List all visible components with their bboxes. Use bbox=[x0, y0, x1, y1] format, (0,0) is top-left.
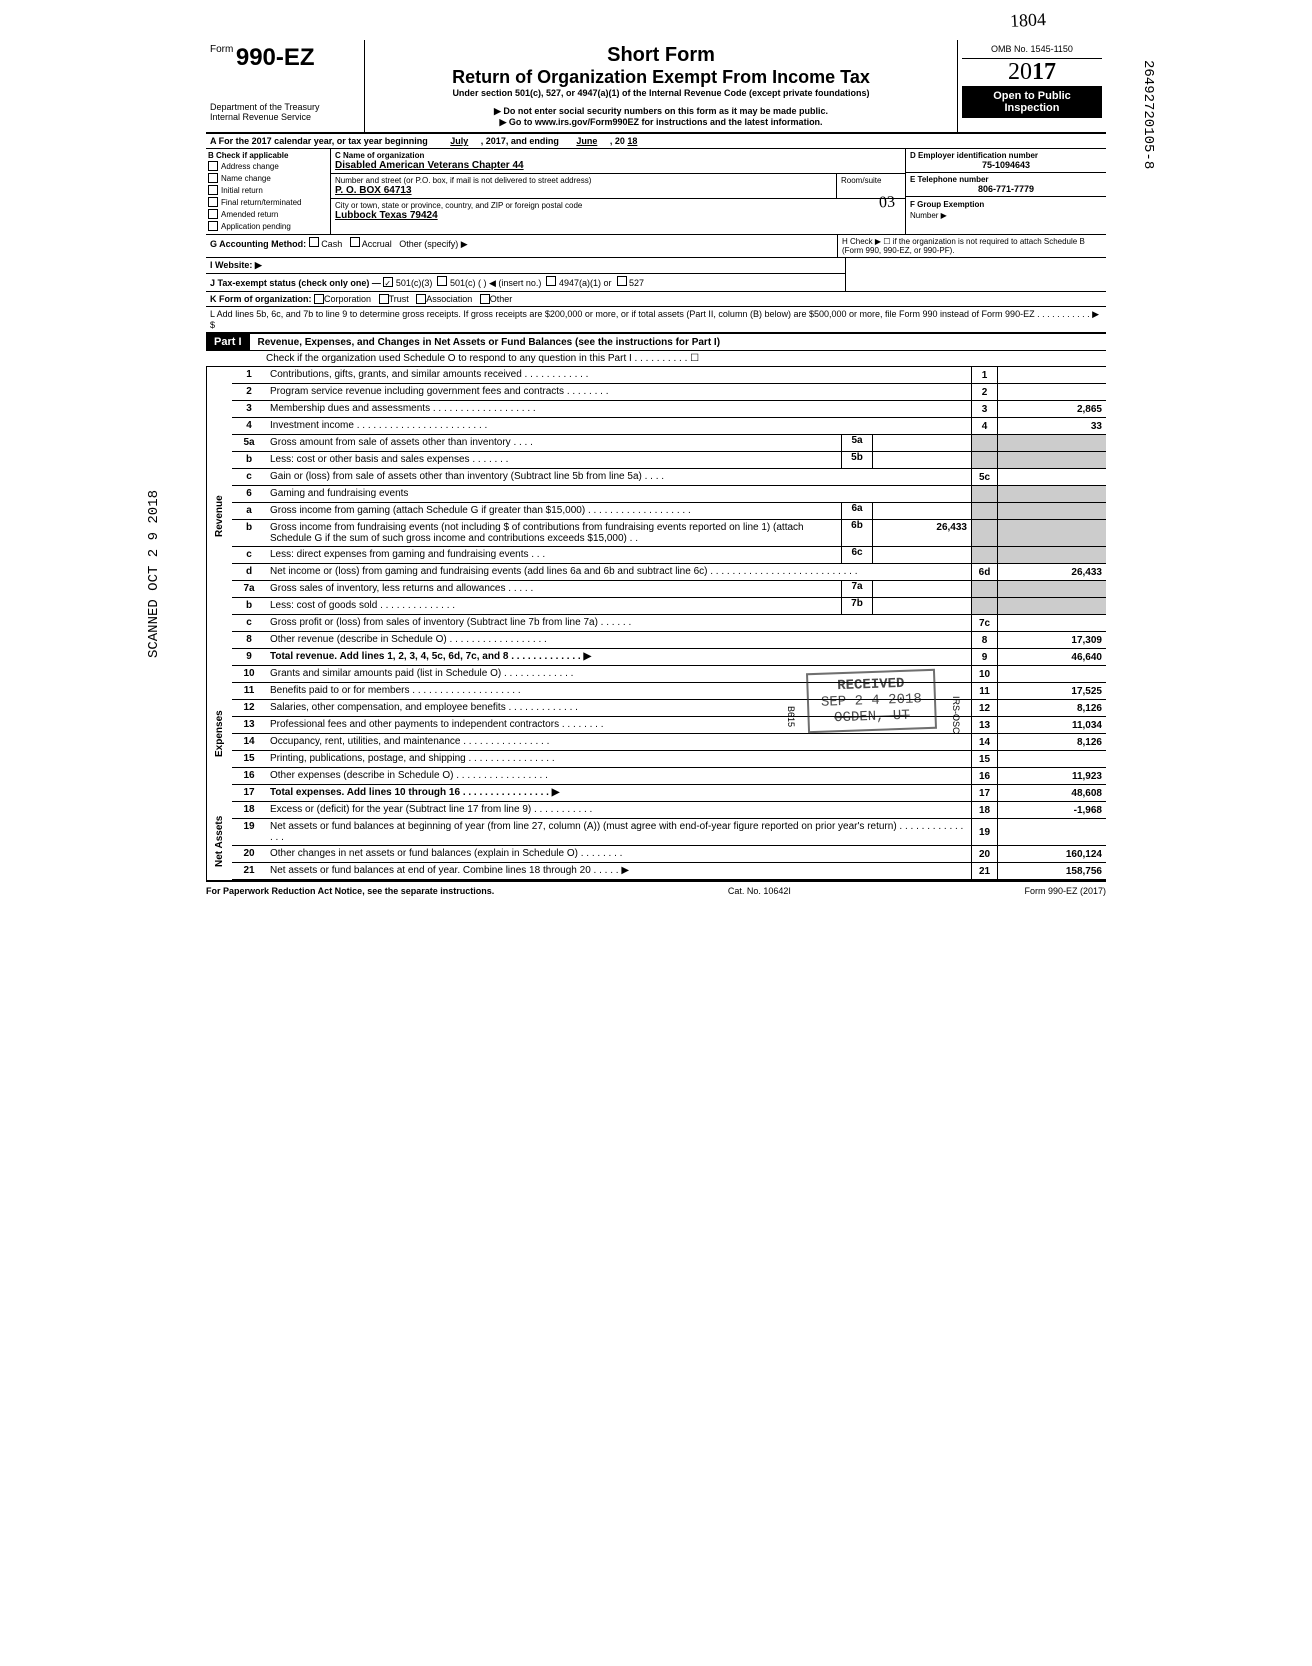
line-14: 14Occupancy, rent, utilities, and mainte… bbox=[232, 734, 1106, 751]
checkbox-pending[interactable] bbox=[208, 221, 218, 231]
return-title: Return of Organization Exempt From Incom… bbox=[373, 67, 949, 88]
form-number: 990-EZ bbox=[236, 44, 315, 71]
row-j: J Tax-exempt status (check only one) — 5… bbox=[206, 274, 1106, 292]
section-b-checkboxes: B Check if applicable Address change Nam… bbox=[206, 149, 331, 234]
checkbox-other-org[interactable] bbox=[480, 294, 490, 304]
footer: For Paperwork Reduction Act Notice, see … bbox=[206, 882, 1106, 900]
line-2: 2Program service revenue including gover… bbox=[232, 384, 1106, 401]
checkbox-corp[interactable] bbox=[314, 294, 324, 304]
subtitle: Under section 501(c), 527, or 4947(a)(1)… bbox=[373, 88, 949, 98]
row-h: H Check ▶ ☐ if the organization is not r… bbox=[837, 235, 1106, 257]
dept-treasury: Department of the Treasury bbox=[210, 102, 360, 112]
line-18: 18Excess or (deficit) for the year (Subt… bbox=[232, 802, 1106, 819]
row-gh: G Accounting Method: Cash Accrual Other … bbox=[206, 235, 1106, 258]
checkbox-cash[interactable] bbox=[309, 237, 319, 247]
part-1-header: Part I Revenue, Expenses, and Changes in… bbox=[206, 333, 1106, 351]
open-to-public: Open to Public Inspection bbox=[962, 86, 1102, 118]
revenue-section: Revenue 1Contributions, gifts, grants, a… bbox=[206, 367, 1106, 666]
checkbox-initial-return[interactable] bbox=[208, 185, 218, 195]
irs-label: Internal Revenue Service bbox=[210, 112, 360, 122]
checkbox-501c3[interactable] bbox=[383, 277, 393, 287]
line-3: 3Membership dues and assessments . . . .… bbox=[232, 401, 1106, 418]
org-city: Lubbock Texas 79424 bbox=[335, 210, 901, 221]
line-c: cGain or (loss) from sale of assets othe… bbox=[232, 469, 1106, 486]
line-1: 1Contributions, gifts, grants, and simil… bbox=[232, 367, 1106, 384]
footer-left: For Paperwork Reduction Act Notice, see … bbox=[206, 886, 494, 896]
side-label-netassets: Net Assets bbox=[206, 802, 232, 880]
checkbox-address-change[interactable] bbox=[208, 161, 218, 171]
checkbox-accrual[interactable] bbox=[350, 237, 360, 247]
side-label-revenue: Revenue bbox=[206, 367, 232, 666]
checkbox-final-return[interactable] bbox=[208, 197, 218, 207]
checkbox-4947[interactable] bbox=[546, 276, 556, 286]
checkbox-name-change[interactable] bbox=[208, 173, 218, 183]
line-d: dNet income or (loss) from gaming and fu… bbox=[232, 564, 1106, 581]
line-16: 16Other expenses (describe in Schedule O… bbox=[232, 768, 1106, 785]
org-street: P. O. BOX 64713 bbox=[335, 185, 832, 196]
stamp-03: 03 bbox=[879, 194, 896, 213]
netassets-section: Net Assets 18Excess or (deficit) for the… bbox=[206, 802, 1106, 882]
line-b: bLess: cost or other basis and sales exp… bbox=[232, 452, 1106, 469]
side-label-expenses: Expenses bbox=[206, 666, 232, 802]
line-8: 8Other revenue (describe in Schedule O) … bbox=[232, 632, 1106, 649]
checkbox-amended[interactable] bbox=[208, 209, 218, 219]
part-1-check: Check if the organization used Schedule … bbox=[206, 351, 1106, 367]
footer-right: Form 990-EZ (2017) bbox=[1024, 886, 1106, 896]
tax-year: 2017 bbox=[962, 59, 1102, 86]
footer-center: Cat. No. 10642I bbox=[728, 886, 791, 896]
form-prefix: Form bbox=[210, 44, 233, 55]
line-b: bGross income from fundraising events (n… bbox=[232, 520, 1106, 547]
line-12: 12Salaries, other compensation, and empl… bbox=[232, 700, 1106, 717]
line-9: 9Total revenue. Add lines 1, 2, 3, 4, 5c… bbox=[232, 649, 1106, 666]
telephone: 806-771-7779 bbox=[910, 184, 1102, 194]
line-19: 19Net assets or fund balances at beginni… bbox=[232, 819, 1106, 846]
scanned-stamp: SCANNED OCT 2 9 2018 bbox=[146, 490, 162, 658]
line-b: bLess: cost of goods sold . . . . . . . … bbox=[232, 598, 1106, 615]
section-bcdef: B Check if applicable Address change Nam… bbox=[206, 149, 1106, 235]
checkbox-501c[interactable] bbox=[437, 276, 447, 286]
line-11: 11Benefits paid to or for members . . . … bbox=[232, 683, 1106, 700]
line-6: 6Gaming and fundraising events bbox=[232, 486, 1106, 503]
form-990ez: 1804 SCANNED OCT 2 9 2018 26492720105-8 … bbox=[206, 40, 1106, 900]
checkbox-527[interactable] bbox=[617, 276, 627, 286]
line-17: 17Total expenses. Add lines 10 through 1… bbox=[232, 785, 1106, 802]
row-l: L Add lines 5b, 6c, and 7b to line 9 to … bbox=[206, 307, 1106, 333]
stamp-b615: B615 bbox=[786, 706, 796, 727]
line-c: cLess: direct expenses from gaming and f… bbox=[232, 547, 1106, 564]
received-stamp: RECEIVED SEP 2 4 2018 OGDEN, UT bbox=[806, 669, 937, 733]
line-4: 4Investment income . . . . . . . . . . .… bbox=[232, 418, 1106, 435]
row-i-website: I Website: ▶ bbox=[210, 260, 262, 270]
note-ssn: ▶ Do not enter social security numbers o… bbox=[373, 106, 949, 117]
omb-number: OMB No. 1545-1150 bbox=[962, 44, 1102, 59]
line-7a: 7aGross sales of inventory, less returns… bbox=[232, 581, 1106, 598]
section-def: D Employer identification number 75-1094… bbox=[906, 149, 1106, 234]
line-5a: 5aGross amount from sale of assets other… bbox=[232, 435, 1106, 452]
handwritten-1804: 1804 bbox=[1009, 9, 1046, 32]
expenses-section: Expenses 10Grants and similar amounts pa… bbox=[206, 666, 1106, 802]
line-c: cGross profit or (loss) from sales of in… bbox=[232, 615, 1106, 632]
org-name: Disabled American Veterans Chapter 44 bbox=[335, 160, 901, 171]
line-15: 15Printing, publications, postage, and s… bbox=[232, 751, 1106, 768]
stamp-irs-osc: IRS-OSC bbox=[951, 696, 961, 734]
short-form-title: Short Form bbox=[373, 44, 949, 67]
line-13: 13Professional fees and other payments t… bbox=[232, 717, 1106, 734]
note-url: ▶ Go to www.irs.gov/Form990EZ for instru… bbox=[373, 117, 949, 128]
line-a: aGross income from gaming (attach Schedu… bbox=[232, 503, 1106, 520]
row-k: K Form of organization: Corporation Trus… bbox=[206, 292, 1106, 307]
form-header: Form 990-EZ Department of the Treasury I… bbox=[206, 40, 1106, 134]
line-20: 20Other changes in net assets or fund ba… bbox=[232, 846, 1106, 863]
ein: 75-1094643 bbox=[910, 160, 1102, 170]
line-10: 10Grants and similar amounts paid (list … bbox=[232, 666, 1106, 683]
section-c: C Name of organization Disabled American… bbox=[331, 149, 906, 234]
checkbox-trust[interactable] bbox=[379, 294, 389, 304]
side-number: 26492720105-8 bbox=[1140, 60, 1156, 169]
line-21: 21Net assets or fund balances at end of … bbox=[232, 863, 1106, 880]
checkbox-assoc[interactable] bbox=[416, 294, 426, 304]
row-a-tax-year: A For the 2017 calendar year, or tax yea… bbox=[206, 134, 1106, 149]
